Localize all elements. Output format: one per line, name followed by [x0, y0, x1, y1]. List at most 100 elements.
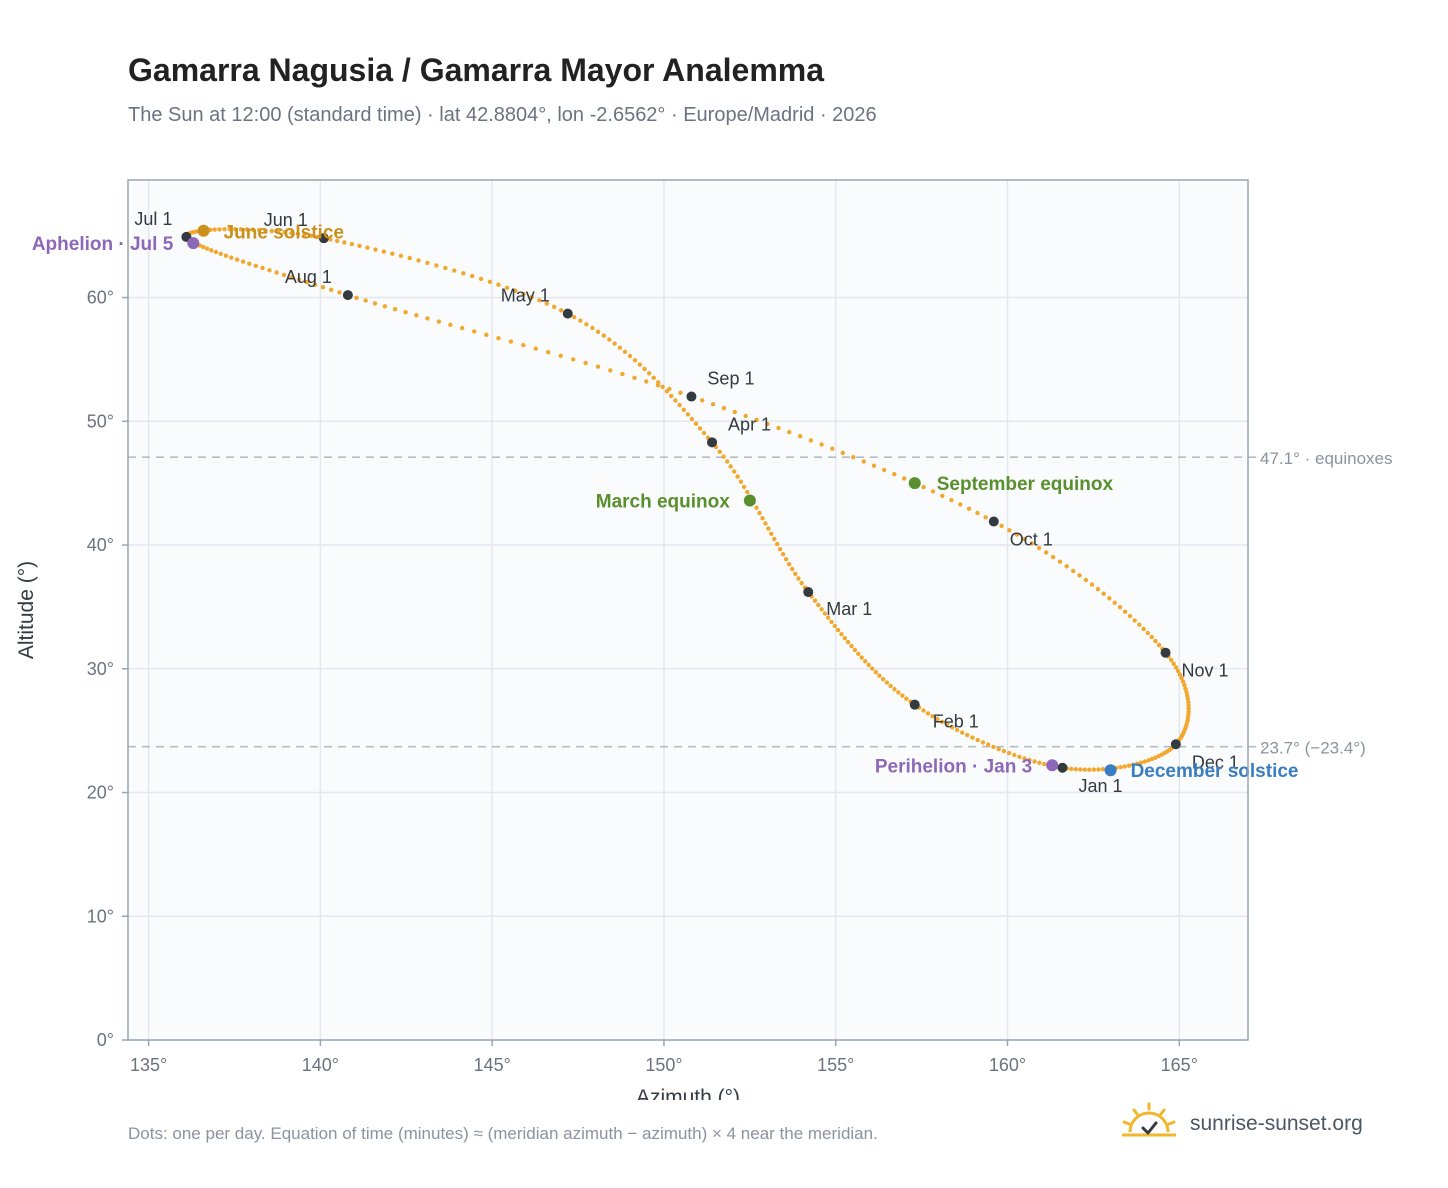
day-dot — [1186, 706, 1191, 711]
day-dot — [436, 319, 442, 324]
day-dot — [1077, 573, 1082, 578]
day-dot — [1037, 760, 1042, 765]
day-dot — [328, 237, 333, 242]
day-dot — [537, 298, 542, 303]
month-marker — [342, 290, 353, 301]
day-dot — [816, 602, 821, 608]
day-dot — [425, 316, 430, 321]
day-dot — [1095, 587, 1101, 592]
day-dot — [754, 505, 759, 510]
day-dot — [302, 232, 307, 237]
y-tick-label: 30° — [87, 659, 114, 679]
day-dot — [745, 489, 750, 495]
day-dot — [342, 240, 347, 245]
day-dot — [902, 476, 907, 481]
day-dot — [1153, 755, 1158, 760]
reference-line-label: 47.1° · equinoxes — [1260, 449, 1393, 468]
day-dot — [958, 502, 963, 507]
event-label: Perihelion · Jan 3 — [875, 756, 1032, 777]
day-dot — [1089, 582, 1095, 587]
day-dot — [700, 398, 705, 403]
day-dot — [1112, 600, 1117, 605]
event-marker — [197, 224, 210, 237]
day-dot — [1180, 679, 1186, 684]
day-dot — [1073, 767, 1079, 772]
day-dot — [496, 336, 501, 341]
day-dot — [1146, 758, 1151, 763]
day-dot — [819, 442, 824, 447]
day-dot — [930, 714, 935, 719]
day-dot — [1173, 665, 1179, 670]
day-dot — [223, 253, 229, 258]
analemma-chart: 47.1° · equinoxes 23.7° (−23.4°) Jan 1 Feb… — [15, 179, 1393, 1100]
day-dot — [983, 515, 988, 520]
day-dot — [244, 227, 249, 232]
event-label: Aphelion · Jul 5 — [32, 234, 174, 255]
day-dot — [669, 393, 674, 399]
day-dot — [940, 493, 945, 498]
day-dot — [234, 257, 240, 262]
day-dot — [812, 598, 818, 603]
brand[interactable]: sunrise-sunset.org — [1120, 1102, 1363, 1146]
day-dot — [975, 737, 980, 743]
day-dot — [1177, 672, 1183, 677]
day-dot — [281, 272, 287, 278]
day-dot — [289, 275, 294, 280]
day-dot — [949, 497, 954, 503]
day-dot — [842, 636, 847, 641]
day-dot — [263, 228, 268, 233]
day-dot — [689, 416, 695, 422]
day-dot — [884, 680, 890, 685]
day-dot — [1145, 630, 1151, 636]
brand-name[interactable]: sunrise-sunset.org — [1190, 1112, 1363, 1135]
event-marker — [1104, 764, 1117, 777]
day-dot — [832, 623, 837, 629]
day-dot — [999, 523, 1004, 528]
day-dot — [766, 526, 771, 531]
month-label: Aug 1 — [285, 267, 332, 287]
day-dot — [416, 258, 421, 263]
day-dot — [741, 484, 747, 490]
day-dot — [892, 687, 897, 692]
event-marker — [187, 237, 200, 250]
day-dot — [775, 541, 780, 547]
day-dot — [1183, 686, 1188, 691]
day-dot — [218, 251, 223, 256]
day-dot — [966, 506, 972, 511]
day-dot — [1185, 696, 1191, 701]
day-dot — [398, 253, 404, 258]
day-dot — [646, 371, 652, 376]
day-dot — [204, 246, 210, 251]
day-dot — [1078, 767, 1083, 772]
y-tick-label: 20° — [87, 783, 114, 803]
day-dot — [461, 271, 466, 276]
day-dot — [721, 454, 726, 459]
x-tick-label: 145° — [474, 1055, 511, 1075]
day-dot — [269, 228, 274, 234]
day-dot — [796, 576, 801, 581]
day-dot — [944, 722, 950, 727]
day-dot — [769, 531, 774, 536]
day-dot — [1100, 767, 1106, 772]
day-dot — [1122, 764, 1128, 769]
day-dot — [1050, 554, 1056, 560]
month-label: Mar 1 — [826, 599, 872, 619]
day-dot — [735, 474, 740, 479]
y-tick-label: 10° — [87, 906, 114, 926]
day-dot — [655, 383, 661, 388]
day-dot — [212, 227, 217, 232]
day-dot — [871, 463, 877, 468]
month-marker — [1057, 762, 1068, 773]
day-dot — [1057, 559, 1063, 564]
day-dot — [1179, 676, 1184, 681]
day-dot — [1141, 626, 1146, 632]
plot-border — [127, 179, 1249, 1041]
day-dot — [830, 446, 835, 451]
month-label: Feb 1 — [933, 712, 979, 732]
event-label: March equinox — [596, 491, 731, 512]
day-dot — [382, 304, 388, 309]
day-dot — [765, 421, 770, 427]
day-dot — [949, 725, 955, 730]
day-dot — [443, 265, 448, 271]
day-dot — [315, 234, 320, 240]
